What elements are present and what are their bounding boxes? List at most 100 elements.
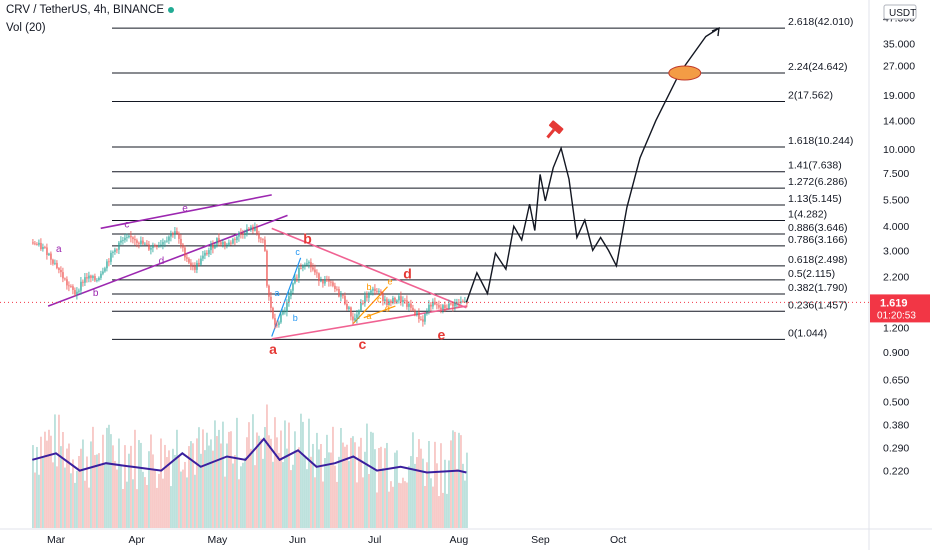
price-tag-countdown: 01:20:53 (877, 310, 916, 321)
candle-body (212, 244, 214, 249)
candle-body (356, 314, 358, 319)
candle-body (122, 240, 124, 241)
volume-bar (344, 446, 346, 528)
volume-bar (318, 449, 320, 528)
volume-bar (424, 485, 426, 528)
candle-body (130, 235, 132, 238)
wave-label: b (293, 313, 298, 323)
volume-bar (268, 435, 270, 528)
wave-label: d (385, 304, 390, 314)
candle-body (106, 261, 108, 269)
candle-body (300, 267, 302, 269)
y-tick-label: 0.500 (883, 396, 909, 408)
volume-bar (300, 413, 302, 528)
triangle-lower-line (271, 305, 467, 340)
projection-arrowhead (711, 26, 720, 37)
volume-bar (392, 486, 394, 528)
candle-body (316, 272, 318, 274)
volume-bar (264, 427, 266, 528)
volume-bar (142, 471, 144, 528)
volume-bar (450, 440, 452, 528)
candle-body (226, 244, 228, 246)
candle-body (266, 250, 268, 286)
candle-body (194, 266, 196, 270)
volume-bar (406, 482, 408, 528)
candle-body (424, 313, 426, 322)
fib-level-label: 0.618(2.498) (788, 254, 848, 266)
candle-body (70, 286, 72, 287)
volume-bar (140, 442, 142, 528)
volume-bar (396, 450, 398, 528)
candle-body (322, 280, 324, 284)
volume-bar (62, 432, 64, 528)
candle-body (440, 307, 442, 310)
y-tick-label: 0.380 (883, 420, 909, 432)
volume-bar (198, 427, 200, 528)
volume-bar (226, 443, 228, 528)
price-tag-box (870, 294, 930, 323)
volume-bar (224, 476, 226, 528)
candle-body (416, 312, 418, 316)
volume-bar (458, 432, 460, 528)
candle-body (48, 253, 50, 256)
volume-bar (92, 426, 94, 528)
candle-body (218, 238, 220, 243)
candle-body (410, 303, 412, 308)
candle-body (162, 242, 164, 245)
projection-line (465, 27, 720, 303)
y-tick-label: 0.290 (883, 442, 909, 454)
fib-levels: 0(1.044) 0.236(1.457) 0.382(1.790) 0.5(2.11… (112, 16, 853, 340)
volume-bar (176, 429, 178, 528)
candle-body (40, 242, 42, 250)
volume-bar (250, 448, 252, 528)
candle-body (284, 311, 286, 313)
candle-body (234, 239, 236, 241)
volume-bar (280, 430, 282, 528)
candle-body (238, 233, 240, 237)
y-tick-label: 0.220 (883, 466, 909, 478)
wave-label: c (295, 247, 300, 257)
volume-bar (320, 444, 322, 528)
candle-body (168, 236, 170, 241)
candle-body (52, 259, 54, 264)
candle-body (242, 233, 244, 235)
candle-body (146, 243, 148, 245)
volume-bar (240, 466, 242, 528)
volume-bar (216, 436, 218, 528)
candle-body (112, 251, 114, 253)
orange-wave-line (363, 305, 396, 319)
volume-bar (32, 445, 34, 528)
price-series (32, 222, 468, 330)
y-tick-label: 2.200 (883, 272, 909, 284)
candle-body (318, 273, 320, 281)
volume-bar (334, 465, 336, 528)
volume-bar (436, 463, 438, 528)
volume-bar (254, 465, 256, 528)
candle-body (186, 257, 188, 259)
volume-bar (332, 426, 334, 528)
candle-body (292, 283, 294, 291)
candle-body (46, 247, 48, 256)
volume-bar (66, 448, 68, 528)
wave-label: e (387, 277, 392, 287)
candle-body (230, 242, 232, 244)
volume-bar (48, 429, 50, 528)
volume-bar (96, 454, 98, 528)
volume-bar (56, 466, 58, 528)
candle-body (166, 240, 168, 242)
candle-body (100, 273, 102, 278)
volume-bar (44, 431, 46, 528)
candle-body (144, 243, 146, 245)
volume-bar (356, 482, 358, 528)
candle-body (76, 291, 78, 295)
volume-bar (414, 463, 416, 528)
y-tick-label: 0.900 (883, 347, 909, 359)
volume-bar (34, 472, 36, 528)
hammer-icon (546, 120, 564, 139)
candle-body (262, 239, 264, 241)
volume-bar (82, 439, 84, 528)
wave-label: d (403, 266, 412, 282)
